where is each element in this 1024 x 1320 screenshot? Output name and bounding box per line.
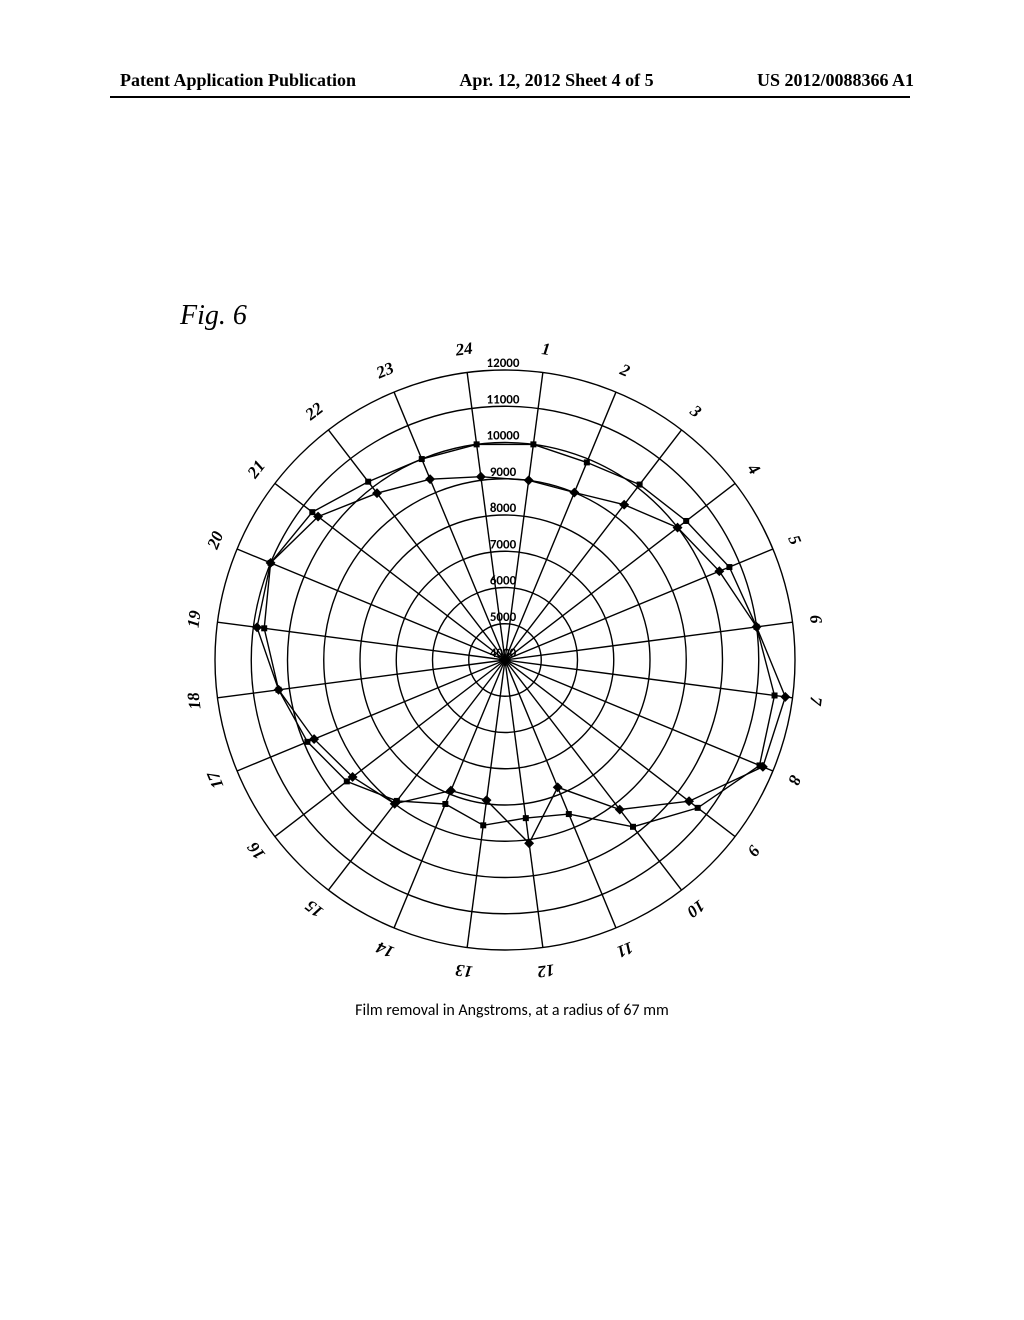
svg-text:19: 19 (184, 609, 205, 629)
svg-text:8000: 8000 (490, 501, 517, 516)
svg-text:11000: 11000 (487, 392, 520, 407)
svg-text:6: 6 (806, 614, 826, 625)
chart-caption: Film removal in Angstroms, at a radius o… (0, 1001, 1024, 1020)
page-header: Patent Application Publication Apr. 12, … (0, 70, 1024, 91)
svg-text:10000: 10000 (487, 429, 520, 444)
svg-text:3: 3 (686, 400, 706, 421)
svg-text:13: 13 (454, 960, 474, 981)
header-rule (110, 96, 910, 98)
svg-text:12000: 12000 (487, 356, 520, 371)
svg-text:11: 11 (614, 938, 636, 962)
svg-text:15: 15 (301, 896, 326, 922)
svg-text:7: 7 (806, 695, 826, 707)
svg-text:17: 17 (203, 767, 228, 791)
svg-text:10: 10 (683, 896, 708, 922)
svg-text:14: 14 (374, 938, 397, 962)
svg-text:12: 12 (536, 960, 556, 981)
svg-text:23: 23 (373, 358, 397, 383)
svg-text:16: 16 (243, 838, 269, 863)
svg-text:2: 2 (617, 359, 634, 380)
svg-text:21: 21 (243, 457, 269, 483)
svg-text:5: 5 (784, 532, 805, 548)
svg-text:20: 20 (203, 528, 228, 552)
svg-text:5000: 5000 (490, 610, 517, 625)
polar-chart: 4000500060007000800090001000011000120001… (130, 300, 880, 1000)
svg-text:1: 1 (540, 339, 551, 359)
svg-text:22: 22 (301, 398, 327, 424)
svg-text:4000: 4000 (490, 646, 517, 661)
svg-text:4: 4 (743, 459, 764, 478)
header-left: Patent Application Publication (120, 70, 356, 91)
svg-text:7000: 7000 (490, 537, 517, 552)
svg-text:9: 9 (743, 842, 764, 861)
svg-text:18: 18 (183, 691, 204, 711)
header-right: US 2012/0088366 A1 (757, 70, 914, 91)
header-center: Apr. 12, 2012 Sheet 4 of 5 (459, 70, 653, 91)
svg-text:8: 8 (784, 772, 805, 788)
svg-text:24: 24 (453, 339, 473, 360)
svg-text:6000: 6000 (490, 574, 517, 589)
